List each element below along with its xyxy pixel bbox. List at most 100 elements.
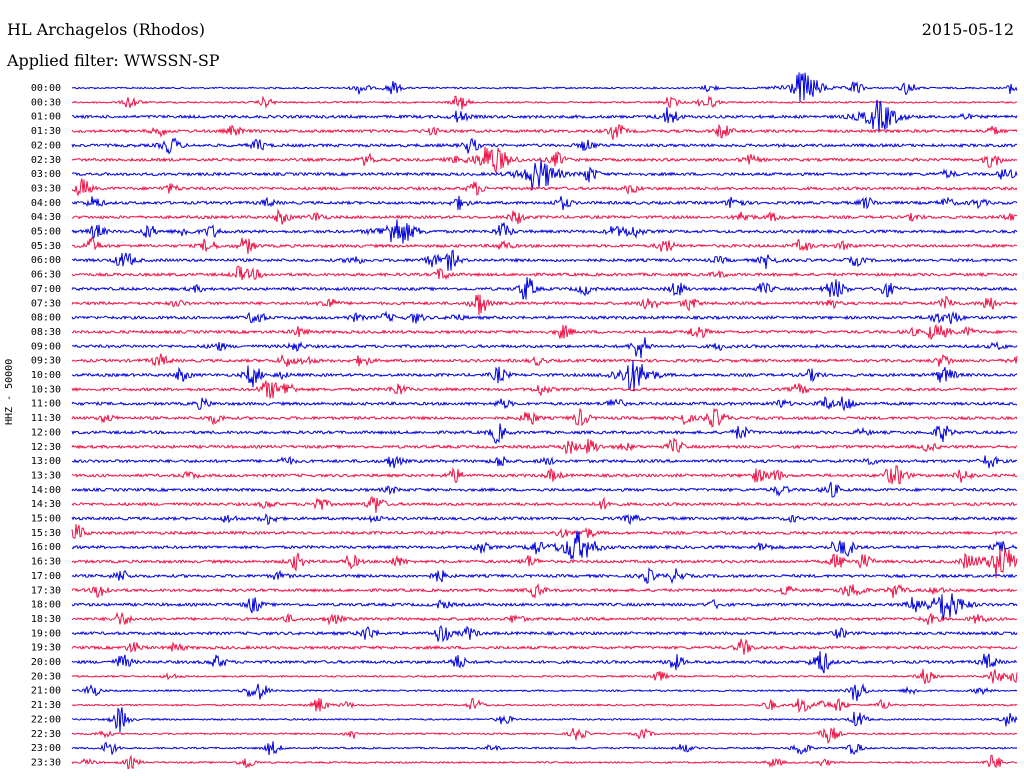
trace-line	[71, 310, 1018, 325]
trace-line	[71, 683, 1018, 702]
time-tick-label: 08:30	[31, 327, 61, 338]
trace-line	[71, 265, 1018, 281]
trace-line	[71, 651, 1018, 674]
trace-line	[71, 337, 1018, 359]
trace-line	[71, 353, 1018, 367]
time-tick-label: 09:30	[31, 356, 61, 367]
time-tick-label: 06:30	[31, 270, 61, 281]
trace-line	[71, 380, 1018, 399]
time-tick-label: 01:00	[31, 112, 61, 123]
time-tick-label: 19:30	[31, 643, 61, 654]
time-tick-label: 16:30	[31, 557, 61, 568]
time-tick-label: 06:00	[31, 255, 61, 266]
time-tick-label: 10:30	[31, 384, 61, 395]
time-tick-label: 03:00	[31, 169, 61, 180]
time-tick-labels: 00:00 00:30 01:00 01:30 02:00 02:30 03:00 03:30…	[31, 83, 61, 768]
time-tick-label: 10:00	[31, 370, 61, 381]
trace-line	[71, 159, 1018, 191]
time-tick-label: 00:00	[31, 83, 61, 94]
trace-line	[71, 72, 1018, 103]
time-tick-label: 20:30	[31, 671, 61, 682]
trace-line	[71, 396, 1018, 412]
time-tick-label: 14:30	[31, 499, 61, 510]
time-tick-label: 15:00	[31, 514, 61, 525]
trace-line	[71, 625, 1018, 643]
time-tick-label: 19:00	[31, 628, 61, 639]
time-tick-label: 14:00	[31, 485, 61, 496]
time-tick-label: 11:00	[31, 399, 61, 410]
time-tick-label: 00:30	[31, 97, 61, 108]
time-tick-label: 02:00	[31, 140, 61, 151]
time-tick-label: 20:00	[31, 657, 61, 668]
trace-line	[71, 754, 1018, 770]
time-tick-label: 11:30	[31, 413, 61, 424]
trace-line	[71, 195, 1018, 211]
trace-line	[71, 741, 1018, 756]
time-tick-label: 22:00	[31, 714, 61, 725]
time-tick-label: 13:30	[31, 470, 61, 481]
trace-line	[71, 530, 1018, 561]
trace-line	[71, 437, 1018, 455]
trace-line	[71, 707, 1018, 733]
time-tick-label: 03:30	[31, 183, 61, 194]
trace-line	[71, 524, 1018, 539]
trace-line	[71, 407, 1018, 428]
trace-line	[71, 99, 1018, 133]
time-tick-label: 18:30	[31, 614, 61, 625]
trace-line	[71, 323, 1018, 341]
trace-line	[71, 208, 1018, 225]
trace-line	[71, 359, 1018, 392]
trace-line	[71, 727, 1018, 744]
time-tick-label: 12:30	[31, 442, 61, 453]
trace-line	[71, 582, 1018, 600]
trace-line	[71, 423, 1018, 444]
time-tick-label: 15:30	[31, 528, 61, 539]
trace-line	[71, 146, 1018, 174]
trace-line	[71, 178, 1018, 197]
time-tick-label: 01:30	[31, 126, 61, 137]
trace-line	[71, 668, 1018, 685]
time-tick-label: 07:30	[31, 298, 61, 309]
trace-line	[71, 294, 1018, 316]
trace-line	[71, 236, 1018, 254]
time-tick-label: 23:30	[31, 757, 61, 768]
time-tick-label: 22:30	[31, 729, 61, 740]
time-tick-label: 21:30	[31, 700, 61, 711]
time-tick-label: 18:00	[31, 600, 61, 611]
time-tick-label: 05:30	[31, 241, 61, 252]
time-tick-label: 05:00	[31, 227, 61, 238]
time-tick-label: 08:00	[31, 313, 61, 324]
time-tick-label: 17:00	[31, 571, 61, 582]
time-tick-label: 04:30	[31, 212, 61, 223]
time-tick-label: 12:00	[31, 427, 61, 438]
time-tick-label: 16:00	[31, 542, 61, 553]
time-tick-label: 09:00	[31, 341, 61, 352]
station-title: HL Archagelos (Rhodos)	[7, 20, 205, 39]
filter-label: Applied filter: WWSSN-SP	[7, 51, 220, 70]
trace-line	[71, 496, 1018, 513]
time-tick-label: 17:30	[31, 585, 61, 596]
trace-line	[71, 465, 1018, 485]
time-tick-label: 21:00	[31, 686, 61, 697]
trace-group	[71, 72, 1018, 770]
trace-line	[71, 277, 1017, 300]
trace-line	[71, 219, 1018, 244]
trace-line	[71, 566, 1017, 585]
date-label: 2015-05-12	[921, 20, 1014, 39]
trace-line	[71, 697, 1018, 714]
trace-line	[71, 593, 1018, 621]
trace-line	[71, 95, 1017, 110]
trace-line	[71, 249, 1018, 271]
time-tick-label: 13:00	[31, 456, 61, 467]
time-tick-label: 04:00	[31, 198, 61, 209]
time-tick-label: 23:00	[31, 743, 61, 754]
trace-line	[71, 611, 1017, 626]
trace-line	[71, 123, 1018, 140]
time-tick-label: 02:30	[31, 155, 61, 166]
trace-line	[71, 481, 1018, 498]
trace-line	[71, 548, 1018, 579]
trace-line	[71, 137, 1018, 155]
trace-line	[71, 638, 1018, 655]
time-tick-label: 07:00	[31, 284, 61, 295]
